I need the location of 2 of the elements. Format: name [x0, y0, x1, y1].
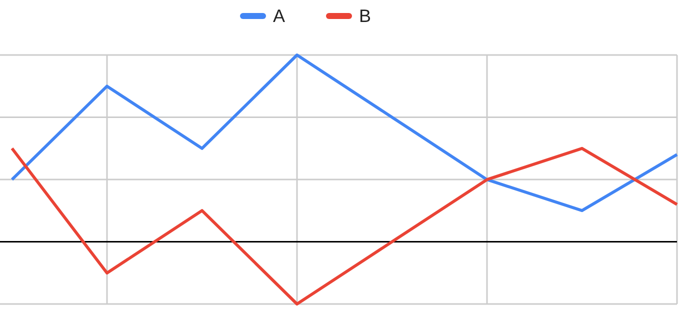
legend-label: B — [359, 6, 372, 26]
legend-label: A — [273, 6, 286, 26]
